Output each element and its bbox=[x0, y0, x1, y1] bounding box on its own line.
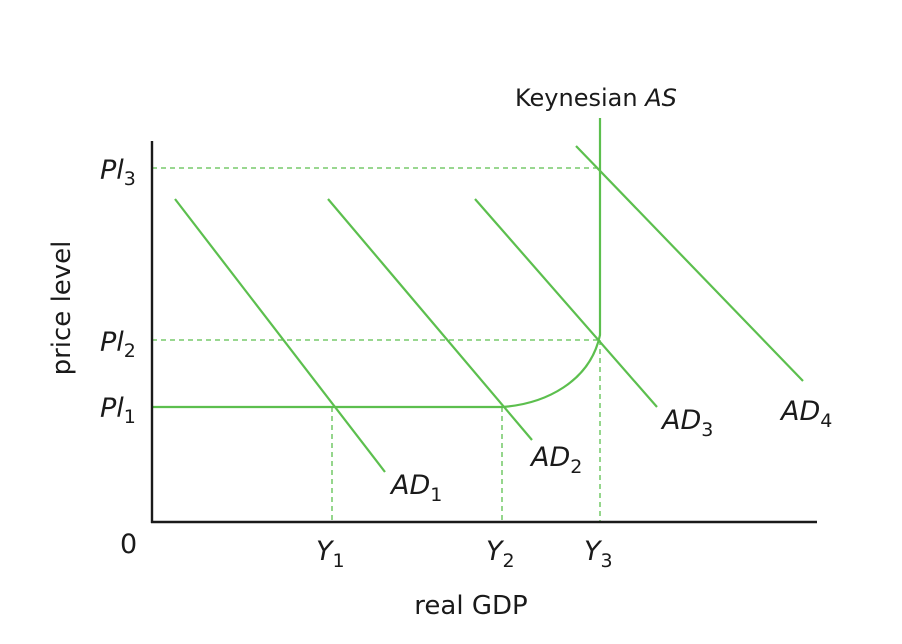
ad2-label: AD2 bbox=[529, 442, 582, 478]
ad2-curve bbox=[327, 198, 533, 441]
y1-label: Y1 bbox=[316, 536, 345, 572]
y-axis-title: price level bbox=[47, 241, 77, 376]
pl1-label: Pl1 bbox=[100, 393, 136, 428]
pl3-label: Pl3 bbox=[100, 155, 136, 190]
y3-label: Y3 bbox=[584, 536, 613, 572]
ad1-curve bbox=[174, 198, 386, 473]
origin-label: 0 bbox=[120, 529, 137, 560]
pl2-label: Pl2 bbox=[100, 327, 136, 362]
ad3-curve bbox=[474, 198, 658, 408]
keynesian-as-label: Keynesian AS bbox=[515, 84, 677, 112]
keynesian-as-curve bbox=[152, 118, 602, 409]
ad4-label: AD4 bbox=[779, 396, 832, 432]
ad1-label: AD1 bbox=[389, 470, 442, 506]
x-axis-title: real GDP bbox=[414, 591, 527, 621]
ad3-label: AD3 bbox=[660, 405, 713, 441]
ad4-curve bbox=[575, 145, 804, 382]
y2-label: Y2 bbox=[486, 536, 515, 572]
